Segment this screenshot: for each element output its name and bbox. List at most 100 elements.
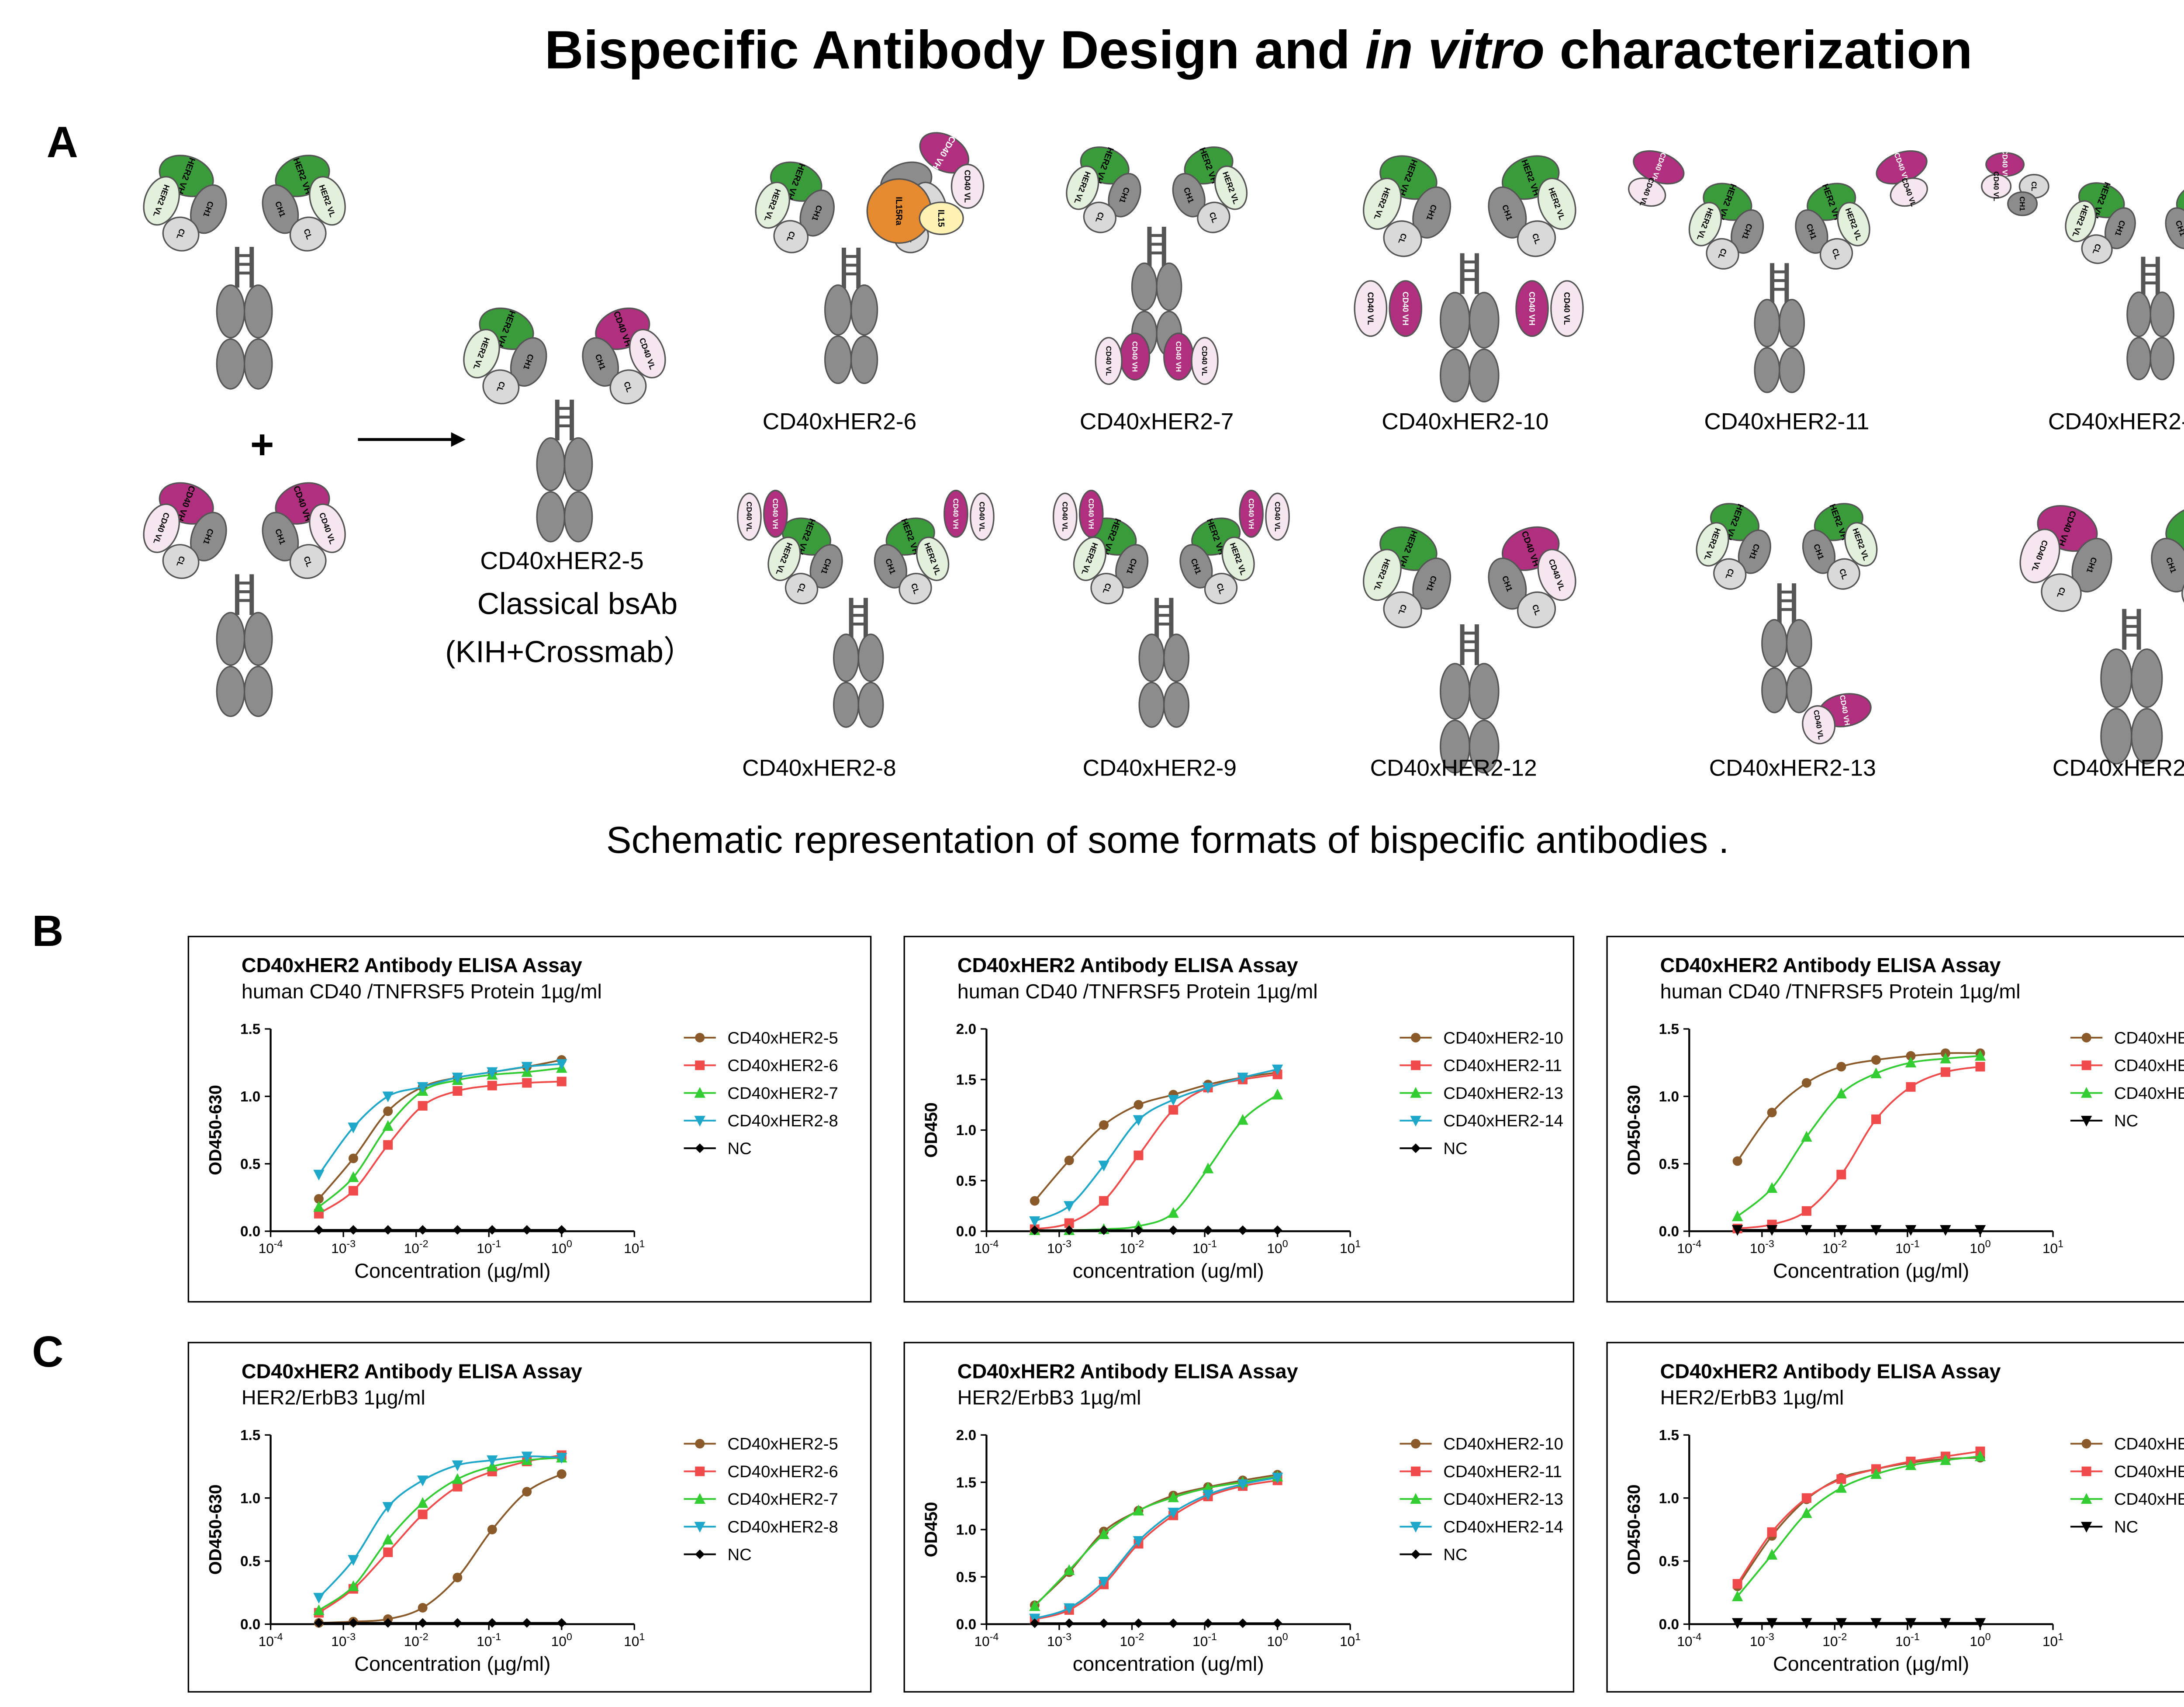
ch2-domain (2131, 648, 2163, 708)
format-label: CD40xHER2-6 (762, 410, 917, 435)
data-point (382, 1534, 394, 1544)
data-point (1410, 1493, 1421, 1504)
ch3-domain-shape (1779, 347, 1805, 393)
ch2-domain-shape (1440, 663, 1470, 720)
vh-domain-shape (1389, 280, 1423, 337)
vh-domain-shape (763, 489, 788, 538)
data-point (1237, 1073, 1248, 1084)
data-point (1272, 1618, 1282, 1628)
cl-domain: CL (1197, 201, 1230, 233)
vl-domain-shape (1191, 337, 1219, 385)
ch2-domain-shape (1779, 299, 1805, 347)
vl-domain-text: CD40 VL (1200, 346, 1209, 376)
vl-domain: HER2 VL (1844, 522, 1878, 567)
ch3-domain (243, 665, 273, 717)
ch1-domain: CH1 (2007, 191, 2038, 216)
data-point (417, 1475, 429, 1486)
y-tick-label: 1.5 (240, 1021, 260, 1038)
ch2-domain (1786, 619, 1812, 668)
x-tick-label: 10-4 (1677, 1631, 1701, 1649)
data-point (1975, 1062, 1985, 1072)
data-point (1133, 1115, 1144, 1126)
format-label: CD40xHER2-7 (1079, 410, 1234, 435)
vh-domain-text: CD40 VH (2001, 149, 2009, 180)
vl-domain: HER2 VL (1362, 549, 1402, 601)
ch2-domain-shape (216, 284, 245, 339)
data-point (694, 1493, 705, 1504)
data-point (452, 1073, 463, 1084)
vl-domain-shape (916, 537, 950, 582)
vl-domain-text: CD40 VL (1562, 292, 1572, 325)
ch3-domain (1754, 347, 1780, 393)
data-point (382, 1091, 394, 1103)
y-tick-label: 0.5 (956, 1173, 976, 1189)
ch3-domain (1761, 667, 1788, 713)
ch1-domain-shape (262, 184, 299, 234)
ch1-domain: CH1 (1172, 173, 1206, 218)
cl-domain-shape (1204, 573, 1238, 605)
ch2-domain (243, 284, 273, 339)
data-point (348, 1186, 358, 1196)
ch3-domain-shape (243, 665, 273, 717)
data-point (1168, 1491, 1179, 1503)
data-point (1940, 1454, 1951, 1465)
data-point (1411, 1439, 1421, 1449)
series-line (318, 1473, 562, 1624)
vh-domain-text: CD40 VH (771, 499, 780, 529)
ch1-domain: CH1 (874, 544, 907, 589)
vl-domain-shape (1696, 522, 1729, 567)
panel-label-a: A (46, 119, 78, 168)
ch3-domain-shape (824, 335, 852, 384)
ch1-domain-shape (582, 337, 619, 387)
x-axis-label: Concentration (µg/ml) (354, 1652, 550, 1675)
data-point (695, 1033, 705, 1042)
ch1-domain: CH1 (2151, 537, 2184, 592)
cl-domain-shape (1517, 220, 1556, 257)
vl-domain-shape (1265, 492, 1290, 541)
ch1-domain: CH1 (1488, 557, 1527, 610)
data-point (348, 1580, 359, 1591)
data-point (452, 1460, 463, 1472)
data-point (1801, 1493, 1811, 1503)
ch2-domain (857, 634, 884, 682)
legend-label: CD40xHER2-5 (728, 1435, 838, 1454)
cl-domain-shape (482, 369, 520, 405)
ch1-domain-text: CH1 (2018, 197, 2026, 211)
ch1-domain-shape (874, 544, 907, 589)
cl-domain: CL (289, 544, 327, 579)
vl-domain-shape (629, 329, 666, 379)
series-line (1737, 1066, 1980, 1229)
ch1-domain: CH1 (1731, 209, 1764, 254)
ch1-domain: CH1 (582, 337, 619, 387)
data-point (2081, 1033, 2091, 1042)
y-tick-label: 0.5 (240, 1156, 260, 1172)
ch3-domain (2149, 337, 2175, 381)
data-point (1801, 1131, 1812, 1142)
vh-domain: CD40 VH (1078, 489, 1104, 538)
y-tick-label: 1.5 (240, 1427, 260, 1444)
data-point (1064, 1603, 1075, 1614)
vl-domain-shape (950, 163, 985, 209)
ch1-domain: CH1 (1179, 544, 1213, 589)
vl-domain: CD40 VL (629, 329, 666, 379)
y-tick-label: 0.0 (240, 1224, 260, 1240)
ch1-domain-shape (1488, 186, 1527, 239)
vl-domain: CD40 VL (1550, 280, 1584, 337)
vl-domain-shape (463, 329, 500, 379)
data-point (1064, 1564, 1075, 1575)
data-point (348, 1618, 358, 1628)
data-point (1801, 1078, 1811, 1088)
x-tick-label: 10-2 (1822, 1238, 1847, 1256)
data-point (1835, 1087, 1847, 1099)
vl-domain: HER2 VL (1696, 522, 1729, 567)
data-point (1272, 1064, 1283, 1076)
y-tick-label: 2.0 (956, 1427, 976, 1444)
cl-domain-shape (2081, 234, 2113, 264)
data-point (1835, 1618, 1847, 1629)
data-point (695, 1060, 705, 1070)
data-point (1906, 1082, 1916, 1092)
data-point (1133, 1536, 1144, 1547)
data-point (1766, 1548, 1778, 1560)
x-tick-label: 100 (1970, 1238, 1990, 1256)
